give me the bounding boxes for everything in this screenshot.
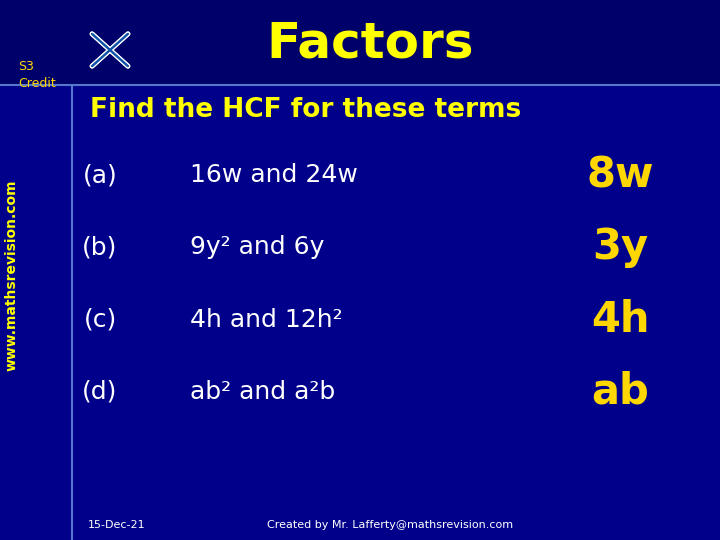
Text: 16w and 24w: 16w and 24w (190, 163, 358, 187)
Text: 15-Dec-21: 15-Dec-21 (88, 520, 145, 530)
Text: (a): (a) (83, 163, 117, 187)
Text: S3
Credit: S3 Credit (18, 60, 55, 90)
Text: 3y: 3y (592, 226, 648, 268)
Text: www.mathsrevision.com: www.mathsrevision.com (5, 179, 19, 371)
Text: ab² and a²b: ab² and a²b (190, 380, 336, 404)
Text: (d): (d) (82, 380, 117, 404)
Text: Factors: Factors (266, 19, 474, 67)
Text: (b): (b) (82, 235, 117, 259)
Text: Created by Mr. Lafferty@mathsrevision.com: Created by Mr. Lafferty@mathsrevision.co… (267, 520, 513, 530)
Text: (c): (c) (84, 308, 117, 332)
Text: ab: ab (591, 371, 649, 413)
Text: Find the HCF for these terms: Find the HCF for these terms (90, 97, 521, 123)
Text: 4h and 12h²: 4h and 12h² (190, 308, 343, 332)
Text: 8w: 8w (586, 154, 654, 196)
Text: 9y² and 6y: 9y² and 6y (190, 235, 325, 259)
FancyBboxPatch shape (0, 0, 720, 85)
Text: 4h: 4h (590, 299, 649, 341)
